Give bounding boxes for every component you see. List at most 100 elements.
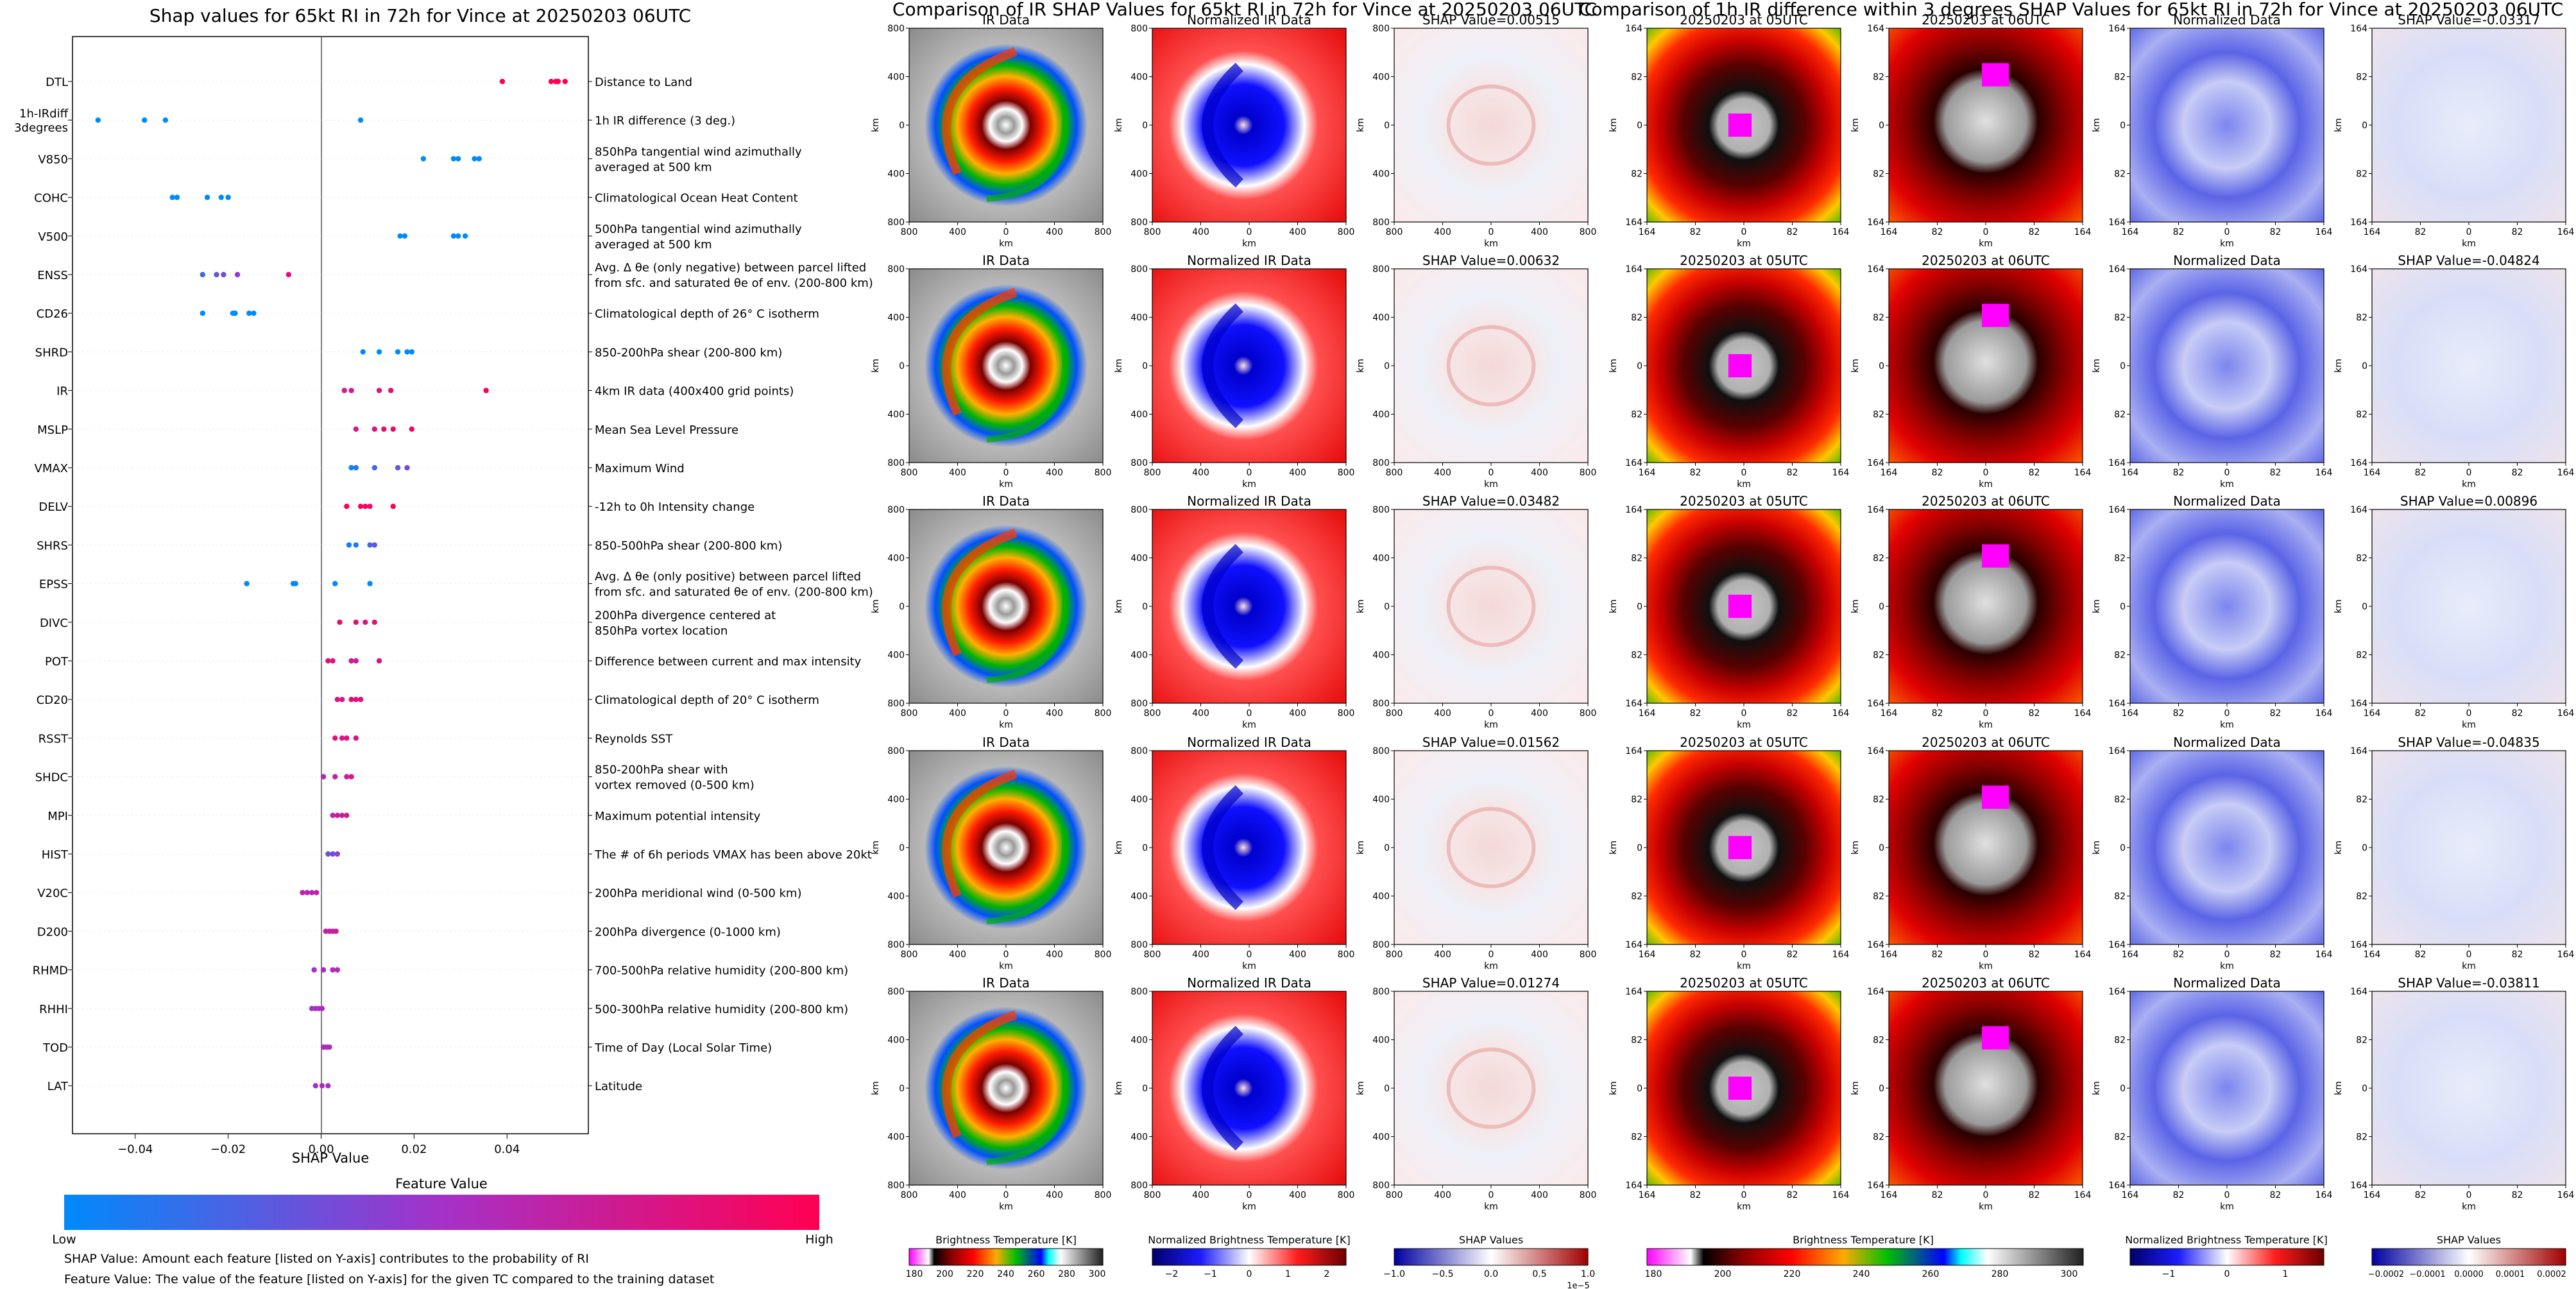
y-tick-label: 800 <box>887 505 905 515</box>
x-tick-label: 164 <box>1832 468 1850 478</box>
panel-frame <box>1888 28 2083 223</box>
x-tick-label: 164 <box>2074 1190 2092 1200</box>
shap-point <box>304 890 310 896</box>
colorbar-label: Brightness Temperature [K] <box>935 1234 1077 1246</box>
cold-core <box>1981 544 2009 568</box>
x-axis-label: km <box>2220 720 2234 730</box>
feature-description: Climatological Ocean Heat Content <box>595 192 798 205</box>
x-tick-label: 82 <box>2029 708 2040 719</box>
diff-06utc-image: 20250203 at 06UTC1641648282008282164164k… <box>1850 253 2091 490</box>
x-tick-label: 0 <box>1247 708 1252 719</box>
shap-point <box>409 349 414 355</box>
x-tick-label: 400 <box>1046 468 1063 478</box>
y-tick-label: 164 <box>1625 505 1642 515</box>
x-tick-label: 82 <box>1932 1190 1943 1200</box>
x-tick-label: 164 <box>1881 468 1898 478</box>
image-field <box>1152 28 1346 222</box>
shap-point <box>367 581 373 586</box>
x-tick-label: 400 <box>1192 227 1209 237</box>
subplot-title: Normalized Data <box>2173 253 2281 268</box>
x-tick-label: 400 <box>1434 468 1451 478</box>
x-tick-label: 164 <box>2557 1190 2575 1200</box>
panel-frame <box>1646 268 1841 463</box>
y-tick-label: 82 <box>2114 169 2126 180</box>
x-tick-label: 164 <box>2557 468 2575 478</box>
shap-point <box>357 697 364 703</box>
y-tick-label: 0 <box>1142 843 1148 853</box>
y-tick-label: 400 <box>1372 554 1390 564</box>
panel-frame <box>908 750 1104 945</box>
x-tick-label: 82 <box>1690 1190 1702 1200</box>
subplot-title: SHAP Value=0.00896 <box>2400 493 2538 509</box>
y-tick-label: 164 <box>2108 24 2126 34</box>
y-tick-label: 164 <box>1625 24 1642 34</box>
y-tick-label: 400 <box>1130 410 1148 420</box>
y-axis-label: km <box>1356 359 1366 373</box>
shap-point <box>344 735 350 741</box>
x-axis-label: km <box>999 1202 1013 1212</box>
feature-code-label: LAT <box>47 1080 69 1093</box>
feature-description: 200hPa divergence (0-1000 km) <box>595 925 781 939</box>
subplot-title: Normalized IR Data <box>1187 975 1311 991</box>
shap-point <box>483 388 489 393</box>
x-tick-label: 164 <box>1639 708 1656 719</box>
shap-point <box>333 928 339 934</box>
panel-frame <box>1152 991 1347 1186</box>
shap-point <box>402 233 408 239</box>
feature-code-label: POT <box>45 655 69 669</box>
shap-point <box>390 426 396 432</box>
y-tick-label: 400 <box>1372 1132 1390 1143</box>
x-tick-label: 0 <box>2224 468 2230 478</box>
shap-point <box>300 890 305 896</box>
x-tick-label: 0 <box>1983 468 1989 478</box>
feature-code-label: D200 <box>37 925 68 939</box>
y-axis-label: km <box>2092 841 2102 855</box>
x-tick-label: 400 <box>1046 1190 1063 1200</box>
y-tick-label: 400 <box>887 73 905 83</box>
x-tick-label: 0 <box>1741 1190 1747 1200</box>
diff-panel-title: Comparison of 1h IR difference within 3 … <box>1579 0 2563 20</box>
feature-row-ir: IR 4km IR data (400x400 grid points) <box>56 385 794 398</box>
shap-point <box>376 349 382 355</box>
x-axis-label: km <box>2462 239 2476 249</box>
y-tick-label: 164 <box>2350 940 2367 950</box>
y-tick-label: 400 <box>1372 795 1390 805</box>
shap-point <box>339 812 345 819</box>
shap-point <box>348 774 354 780</box>
x-tick-label: 800 <box>1338 708 1355 719</box>
x-tick-label: 82 <box>1690 950 1702 960</box>
image-field <box>1394 269 1588 463</box>
feature-description: Distance to Land <box>595 76 692 89</box>
subplot-title: 20250203 at 06UTC <box>1922 253 2050 268</box>
feature-description: 500-300hPa relative humidity (200-800 km… <box>595 1003 848 1016</box>
x-tick-label: 82 <box>2029 950 2040 960</box>
shap-point <box>348 697 354 703</box>
ir-row-4: IR Data80080040040000400400800800kmkmNor… <box>871 735 1596 971</box>
ir-shap-panel: Comparison of IR SHAP Values for 65kt RI… <box>871 0 1597 1289</box>
shap-point <box>95 117 101 123</box>
y-tick-label: 400 <box>887 795 905 805</box>
x-tick-label: 164 <box>1639 1190 1656 1200</box>
x-tick-label: 400 <box>1046 950 1063 960</box>
feature-code-label: MSLP <box>37 423 68 437</box>
y-tick-label: 82 <box>2356 313 2367 323</box>
colorbar-tick-label: 280 <box>1058 1269 1075 1279</box>
x-tick-label: 800 <box>1144 468 1161 478</box>
x-tick-label: 82 <box>2415 468 2427 478</box>
feature-description: The # of 6h periods VMAX has been above … <box>594 848 872 862</box>
x-tick-label: 800 <box>901 227 918 237</box>
x-axis-label: km <box>999 961 1013 971</box>
y-tick-label: 800 <box>1130 218 1148 228</box>
shap-point <box>330 967 336 973</box>
x-tick-label: 0 <box>2224 1190 2230 1200</box>
x-tick-label: 800 <box>1095 468 1112 478</box>
normalized-ir-image: Normalized IR Data8008004004000040040080… <box>1114 975 1354 1212</box>
y-tick-label: 0 <box>1142 361 1148 371</box>
y-tick-label: 400 <box>1130 1132 1148 1143</box>
y-tick-label: 164 <box>1867 24 1884 34</box>
y-tick-label: 800 <box>1130 746 1148 756</box>
y-tick-label: 164 <box>2350 699 2367 709</box>
image-field <box>1889 751 2083 944</box>
